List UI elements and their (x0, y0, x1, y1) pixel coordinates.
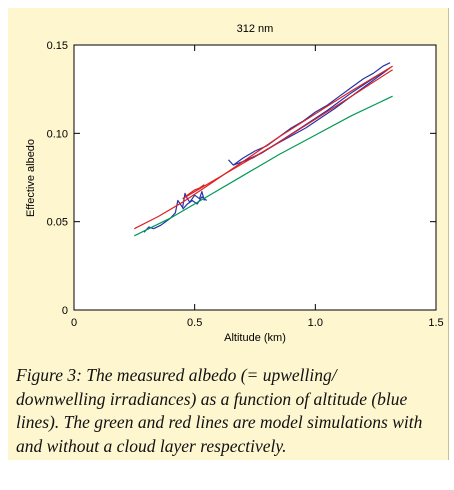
x-axis-label: Altitude (km) (224, 332, 286, 344)
series-layer (134, 62, 393, 237)
series-line-7 (134, 65, 393, 230)
x-tick-label: 0.5 (187, 317, 202, 329)
chart-title: 312 nm (237, 23, 274, 35)
axis-layer: 0 0.5 1.0 1.5 0 0.05 0.10 0.15 (47, 40, 444, 329)
y-tick-label: 0.10 (47, 128, 68, 140)
series-line-3 (228, 62, 391, 166)
y-tick-label: 0.15 (47, 40, 68, 52)
series-line-1 (143, 191, 205, 233)
x-tick-label: 0 (71, 317, 77, 329)
plot-frame (73, 44, 437, 311)
x-tick-label: 1.0 (308, 317, 323, 329)
y-axis-label: Effective albedo (25, 139, 37, 217)
plot-background (74, 45, 436, 310)
y-tick-label: 0 (62, 305, 68, 317)
series-line-8 (182, 69, 393, 200)
figure-caption: Figure 3: The measured albedo (= upwelli… (16, 365, 423, 456)
series-line-9 (184, 184, 205, 198)
series-line-6 (134, 95, 393, 237)
y-tick-label: 0.05 (47, 217, 68, 229)
x-tick-label: 1.5 (428, 317, 443, 329)
series-line-2 (182, 196, 208, 210)
